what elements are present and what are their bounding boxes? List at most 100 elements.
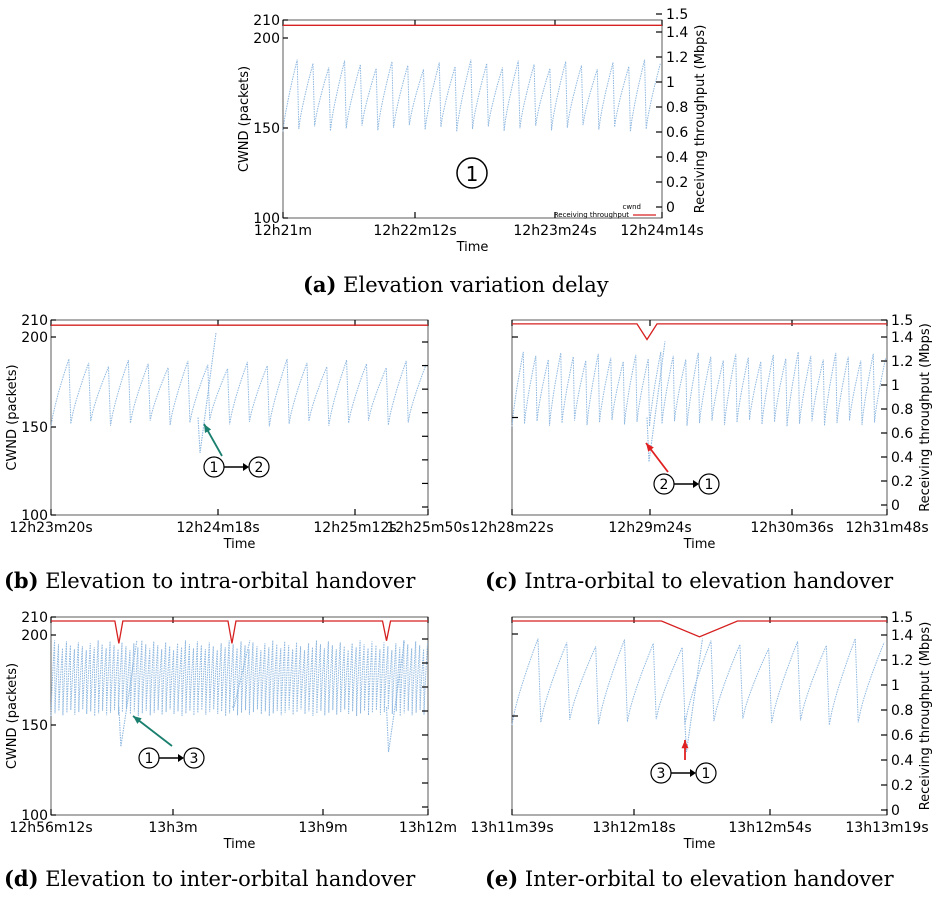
annotation-to-label-e: 1: [702, 766, 711, 782]
x-tick-label-d-2: 13h9m: [298, 820, 347, 836]
x-tick-label-a-1: 12h22m12s: [373, 223, 456, 239]
annotation-from-label-d: 1: [145, 751, 154, 767]
cwnd-dip-c-0: [646, 341, 666, 462]
y-right-tick-label-e-6: 0.4: [891, 753, 913, 769]
y-right-tick-label-c-8: 0: [891, 498, 900, 514]
annotation-to-label-c: 1: [705, 477, 714, 493]
throughput-series-d: [51, 620, 428, 644]
y-right-tick-label-c-7: 0.2: [891, 474, 913, 490]
y-right-tick-label-e-8: 0: [891, 803, 900, 819]
caption-tag-e: (e): [485, 866, 519, 891]
y-left-axis-label-d: CWND (packets): [5, 663, 20, 769]
cwnd-series-c: [511, 351, 887, 427]
pointer-arrow-head-b: [204, 424, 212, 433]
x-tick-label-d-1: 13h3m: [148, 820, 197, 836]
annotation-from-label-e: 3: [657, 766, 666, 782]
caption-c: (c) Intra-orbital to elevation handover: [485, 568, 893, 593]
y-right-tick-label-c-1: 1.4: [891, 330, 913, 346]
y-left-tick-label-b-2: 150: [21, 420, 48, 436]
annotation-to-circle-b: [248, 456, 270, 478]
y-right-tick-label-c-2: 1.2: [891, 354, 913, 370]
x-tick-label-e-2: 13h12m54s: [728, 820, 811, 836]
cwnd-series-a: [282, 59, 661, 132]
x-tick-label-c-1: 12h29m24s: [608, 520, 691, 536]
y-right-tick-label-c-0: 1.5: [891, 313, 913, 329]
annotation-transition-head-b: [243, 463, 249, 471]
y-right-axis-label-a: Receiving throughput (Mbps): [693, 25, 708, 214]
pointer-arrow-head-c: [646, 443, 654, 452]
caption-d: (d) Elevation to inter-orbital handover: [4, 866, 415, 891]
annotation-from-label-c: 2: [660, 477, 669, 493]
x-axis-label-c: Time: [683, 537, 716, 552]
caption-text-e: Inter-orbital to elevation handover: [524, 867, 894, 891]
caption-text-a: Elevation variation delay: [343, 273, 609, 297]
x-tick-label-a-2: 12h23m24s: [513, 223, 596, 239]
y-right-tick-label-a-7: 0.2: [666, 175, 688, 191]
annotation-circle-label-a: 1: [466, 162, 479, 186]
y-right-tick-label-e-4: 0.8: [891, 703, 913, 719]
x-axis-label-b: Time: [223, 537, 256, 552]
x-tick-label-d-0: 12h56m12s: [9, 820, 92, 836]
y-right-tick-label-a-3: 1: [666, 75, 675, 91]
y-left-tick-label-b-0: 210: [21, 313, 48, 329]
y-right-tick-label-a-0: 1.5: [666, 7, 688, 23]
y-right-tick-label-e-0: 1.5: [891, 610, 913, 626]
cwnd-series-e: [511, 638, 885, 726]
cwnd-dip-e-0: [683, 638, 704, 753]
throughput-series-e: [512, 620, 887, 638]
cwnd-dip-d-1: [231, 640, 251, 708]
caption-text-c: Intra-orbital to elevation handover: [524, 569, 894, 593]
cwnd-dip-d-0: [118, 640, 138, 747]
caption-text-b: Elevation to intra-orbital handover: [45, 569, 416, 593]
y-left-tick-label-a-1: 200: [253, 31, 280, 47]
annotation-to-circle-d: [183, 747, 205, 769]
annotation-circle-a: [456, 157, 488, 189]
x-tick-label-b-1: 12h24m18s: [176, 520, 259, 536]
y-left-axis-label-b: CWND (packets): [5, 364, 20, 470]
y-right-tick-label-a-1: 1.4: [666, 25, 688, 41]
annotation-transition-head-c: [693, 480, 699, 488]
x-tick-label-e-0: 13h11m39s: [470, 820, 553, 836]
x-tick-label-b-3: 12h25m50s: [386, 520, 469, 536]
legend-label-cwnd: cwnd: [623, 203, 641, 211]
caption-tag-b: (b): [4, 568, 39, 593]
caption-tag-a: (a): [303, 272, 337, 297]
y-right-tick-label-e-1: 1.4: [891, 628, 913, 644]
caption-tag-c: (c): [485, 568, 518, 593]
y-right-tick-label-a-6: 0.4: [666, 150, 688, 166]
annotation-transition-head-d: [178, 754, 184, 762]
x-axis-label-d: Time: [223, 837, 256, 852]
y-right-tick-label-e-5: 0.6: [891, 728, 913, 744]
y-right-tick-label-e-2: 1.2: [891, 653, 913, 669]
y-left-tick-label-b-1: 200: [21, 330, 48, 346]
y-right-tick-label-a-5: 0.6: [666, 125, 688, 141]
y-right-tick-label-e-7: 0.2: [891, 778, 913, 794]
cwnd-series-b: [50, 358, 427, 427]
x-tick-label-a-3: 12h24m14s: [620, 223, 703, 239]
y-left-tick-label-a-3: 100: [253, 211, 280, 227]
caption-e: (e) Inter-orbital to elevation handover: [485, 866, 894, 891]
y-left-tick-label-a-2: 150: [253, 121, 280, 137]
annotation-to-label-b: 2: [255, 460, 264, 476]
x-tick-label-e-3: 13h13m19s: [845, 820, 928, 836]
x-tick-label-d-3: 13h12m: [399, 820, 457, 836]
cwnd-series-d: [50, 640, 429, 717]
x-tick-label-b-0: 12h23m20s: [9, 520, 92, 536]
caption-text-d: Elevation to inter-orbital handover: [45, 867, 416, 891]
x-tick-label-e-1: 13h12m18s: [592, 820, 675, 836]
plot-frame-a: [282, 19, 663, 219]
x-tick-label-c-3: 12h31m48s: [845, 520, 928, 536]
annotation-transition-head-e: [690, 769, 696, 777]
y-right-tick-label-c-5: 0.6: [891, 426, 913, 442]
plot-frame-b: [50, 319, 429, 516]
pointer-arrow-head-d: [133, 716, 142, 724]
y-left-tick-label-d-0: 210: [21, 610, 48, 626]
y-left-tick-label-a-0: 210: [253, 13, 280, 29]
annotation-from-label-b: 1: [210, 460, 219, 476]
y-right-axis-label-e: Receiving throughput (Mbps): [918, 622, 933, 811]
cwnd-dip-b-0: [197, 332, 217, 454]
y-left-tick-label-b-3: 100: [21, 508, 48, 524]
y-right-tick-label-c-6: 0.4: [891, 450, 913, 466]
y-right-tick-label-a-2: 1.2: [666, 50, 688, 66]
x-axis-label-e: Time: [683, 837, 716, 852]
